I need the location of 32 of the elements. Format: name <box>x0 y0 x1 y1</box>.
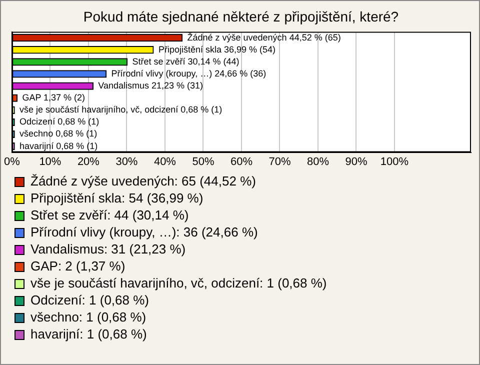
data-label: Žádné z výše uvedených 44,52 % (65) <box>187 32 341 42</box>
data-label: Přírodní vlivy (kroupy, …) 24,66 % (36) <box>111 68 266 78</box>
legend-label: havarijní: 1 (0,68 %) <box>30 326 147 342</box>
chart-title: Pokud máte sjednané některé z připojištění, které? <box>83 8 399 24</box>
legend-label: GAP: 2 (1,37 %) <box>30 258 126 274</box>
x-tick-label: 40% <box>154 156 176 168</box>
data-label: všechno 0,68 % (1) <box>20 128 98 139</box>
legend-label: Přírodní vlivy (kroupy, …): 36 (24,66 %) <box>30 224 258 240</box>
x-tick-label: 80% <box>306 156 330 168</box>
data-label: Vandalismus 21,23 % (31) <box>98 80 204 91</box>
x-tick-label: 60% <box>230 156 253 168</box>
data-label: havarijní 0,68 % (1) <box>20 140 98 151</box>
x-tick-label: 20% <box>77 156 100 168</box>
x-tick-label: 10% <box>39 156 62 168</box>
legend-label: Vandalismus: 31 (21,23 %) <box>30 242 186 257</box>
x-tick-label: 30% <box>116 156 138 168</box>
legend-label: Odcizení: 1 (0,68 %) <box>30 292 149 308</box>
x-tick-label: 100% <box>380 156 409 168</box>
data-label: GAP 1,37 % (2) <box>22 92 86 103</box>
data-label: Střet se zvěří 30,14 % (44) <box>132 56 240 66</box>
legend-label: všechno: 1 (0,68 %) <box>30 310 146 325</box>
legend-label: Střet se zvěří: 44 (30,14 %) <box>30 208 189 223</box>
legend-label: Žádné z výše uvedených: 65 (44,52 %) <box>30 174 256 189</box>
data-label: Odcizení 0,68 % (1) <box>20 116 100 127</box>
legend-label: vše je součástí havarijního, vč, odcizení: 1 (0,68 %) <box>30 276 327 291</box>
x-tick-label: 70% <box>268 156 291 168</box>
x-tick-label: 0% <box>4 156 20 168</box>
data-label: Připojištění skla 36,99 % (54) <box>158 44 276 54</box>
x-tick-label: 50% <box>192 156 214 168</box>
x-tick-label: 90% <box>345 156 368 168</box>
legend-label: Připojištění skla: 54 (36,99 %) <box>30 190 204 206</box>
data-label: vše je součástí havarijního, vč, odcizení 0,68 % (1) <box>20 104 222 115</box>
